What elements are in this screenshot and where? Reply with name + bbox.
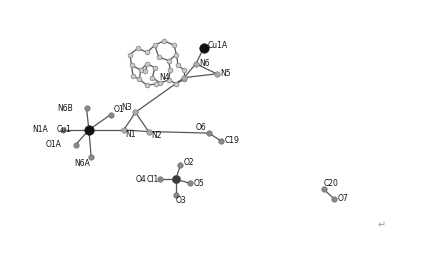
Text: N3: N3 — [122, 103, 132, 112]
Text: O1: O1 — [114, 106, 124, 114]
Text: ↵: ↵ — [378, 220, 386, 230]
Text: N5: N5 — [221, 69, 231, 78]
Text: N4: N4 — [160, 73, 170, 82]
Text: O4: O4 — [136, 175, 146, 184]
Text: O5: O5 — [194, 179, 204, 188]
Text: N6: N6 — [200, 59, 210, 68]
Text: O3: O3 — [176, 196, 187, 205]
Text: N6A: N6A — [74, 159, 90, 168]
Text: O1A: O1A — [46, 140, 62, 149]
Text: N2: N2 — [152, 131, 162, 140]
Text: O7: O7 — [338, 194, 348, 203]
Text: O6: O6 — [196, 123, 206, 132]
Text: N1A: N1A — [32, 125, 48, 134]
Text: Cu1A: Cu1A — [207, 41, 228, 50]
Text: Cu1: Cu1 — [57, 125, 72, 134]
Text: O2: O2 — [184, 158, 194, 167]
Text: N1: N1 — [125, 130, 136, 139]
Text: C20: C20 — [324, 179, 339, 188]
Text: Cl1: Cl1 — [146, 175, 159, 184]
Text: N6B: N6B — [57, 104, 73, 113]
Text: C19: C19 — [225, 136, 239, 145]
